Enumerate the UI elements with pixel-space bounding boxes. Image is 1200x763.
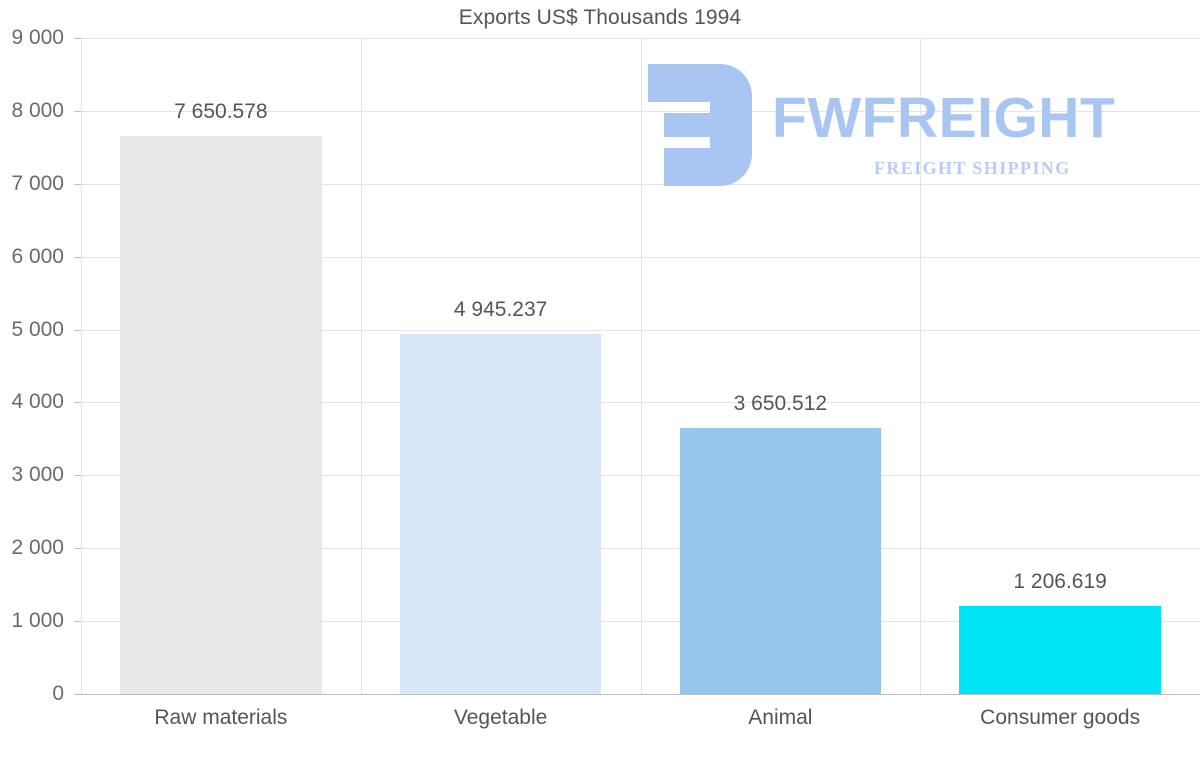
y-tick-label: 6 000 <box>11 244 64 268</box>
y-tick-label: 4 000 <box>11 390 64 414</box>
y-tick-label: 3 000 <box>11 463 64 487</box>
gridline-vertical <box>640 38 642 694</box>
bar-consumer-goods[interactable] <box>959 606 1161 694</box>
y-tick-label: 0 <box>52 682 64 705</box>
y-axis-line <box>81 38 82 695</box>
y-tick-mark <box>74 183 81 185</box>
gridline-vertical <box>360 38 362 694</box>
y-tick-mark <box>74 38 81 39</box>
bar-value-label: 1 206.619 <box>1013 570 1107 594</box>
chart-title: Exports US$ Thousands 1994 <box>458 6 742 29</box>
y-tick-label: 5 000 <box>11 317 64 341</box>
y-tick-mark <box>74 694 81 695</box>
bar-animal[interactable] <box>679 427 882 694</box>
x-tick-label: Consumer goods <box>980 706 1141 729</box>
bar-raw-materials[interactable] <box>120 136 322 694</box>
y-tick-label: 1 000 <box>11 609 64 633</box>
y-tick-label: 9 000 <box>11 26 64 49</box>
gridline-vertical <box>920 38 922 694</box>
bar-value-label: 7 650.578 <box>174 100 268 124</box>
y-tick-label: 8 000 <box>11 98 64 122</box>
x-axis-line <box>81 694 1200 695</box>
bar-vegetable[interactable] <box>399 333 602 694</box>
y-tick-mark <box>74 256 81 258</box>
x-tick-label: Animal <box>748 706 813 729</box>
y-tick-label: 2 000 <box>11 536 64 560</box>
y-tick-mark <box>74 621 81 623</box>
bar-value-label: 4 945.237 <box>453 297 548 321</box>
y-tick-mark <box>74 402 81 404</box>
x-tick-label: Raw materials <box>154 706 288 729</box>
y-tick-mark <box>74 548 81 550</box>
y-tick-mark <box>74 329 81 331</box>
y-tick-mark <box>74 475 81 477</box>
y-tick-label: 7 000 <box>11 171 64 195</box>
y-tick-mark <box>74 110 81 112</box>
bar-value-label: 3 650.512 <box>733 391 828 415</box>
x-tick-label: Vegetable <box>453 706 548 729</box>
plot-area <box>81 38 1200 694</box>
